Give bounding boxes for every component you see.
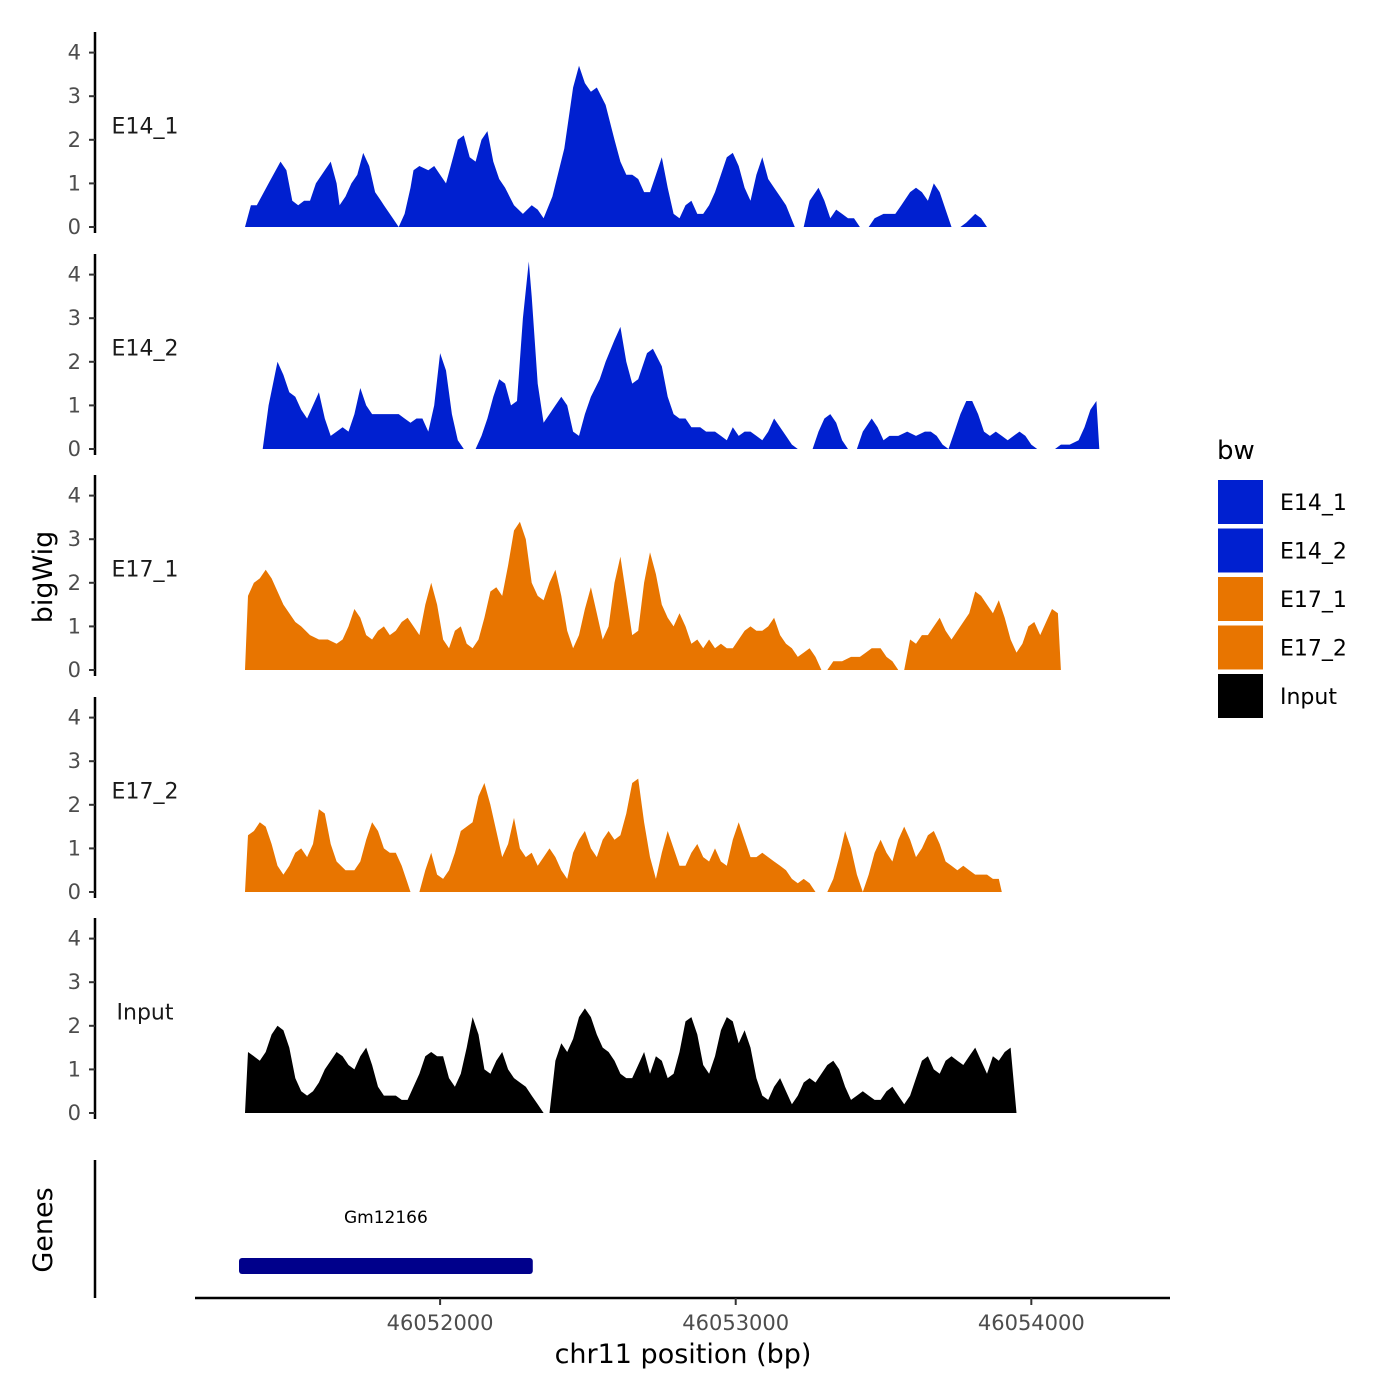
legend-swatch [1218, 625, 1263, 670]
track-E17_2: 0 1 2 3 4 E17_2 [68, 697, 1002, 904]
area-E17_1 [245, 521, 1061, 670]
track-label: E14_1 [112, 114, 179, 139]
y-tick-label: 4 [68, 484, 81, 508]
y-tick-label: 1 [68, 614, 81, 638]
x-axis-title: chr11 position (bp) [555, 1339, 812, 1370]
legend-label: E14_1 [1280, 491, 1347, 516]
y-tick-label: 0 [68, 437, 81, 461]
y-tick-label: 0 [68, 658, 81, 682]
area-E14_1 [245, 65, 987, 227]
legend-swatch [1218, 528, 1263, 573]
y-tick-label: 0 [68, 880, 81, 904]
y-tick-label: 4 [68, 927, 81, 951]
legend-title: bw [1217, 436, 1255, 466]
track-Input: 0 1 2 3 4 Input [68, 918, 1017, 1125]
legend: bw E14_1 E14_2 E17_1 E17_2 Input [1217, 436, 1347, 718]
area-Input [245, 1008, 1017, 1113]
track-E14_1: 0 1 2 3 4 E14_1 [68, 32, 987, 239]
y-tick-label: 2 [68, 128, 81, 152]
area-E17_2 [245, 778, 1002, 892]
legend-label: Input [1280, 685, 1337, 710]
legend-label: E14_2 [1280, 540, 1347, 565]
y-tick-label: 4 [68, 706, 81, 730]
x-tick-label: 46054000 [978, 1311, 1085, 1335]
y-tick-label: 2 [68, 1014, 81, 1038]
y-tick-label: 2 [68, 350, 81, 374]
x-tick-label: 46053000 [682, 1311, 789, 1335]
track-label: E14_2 [112, 336, 179, 361]
legend-swatch [1218, 674, 1263, 718]
track-label: Input [117, 1000, 174, 1025]
x-axis: 46052000 46053000 46054000 [195, 1296, 1170, 1335]
y-tick-label: 1 [68, 393, 81, 417]
y-tick-label: 3 [68, 527, 81, 551]
track-label: E17_2 [112, 779, 179, 804]
legend-label: E17_1 [1280, 588, 1347, 613]
track-label: E17_1 [112, 557, 179, 582]
bigwig-tracks: 0 1 2 3 4 E14_1 0 1 2 3 4 E14_2 0 1 2 3 4 E17_1 0 1 2 3 4 E17_2… [68, 32, 1100, 1125]
y-tick-label: 1 [68, 171, 81, 195]
legend-swatch [1218, 577, 1263, 621]
y-tick-label: 0 [68, 1101, 81, 1125]
genes-track: Gm12166 [93, 1160, 533, 1298]
y-axis-title: bigWig [28, 531, 59, 624]
legend-swatch [1218, 480, 1263, 524]
area-E14_2 [262, 261, 1100, 449]
y-tick-label: 3 [68, 970, 81, 994]
y-tick-label: 4 [68, 41, 81, 65]
y-tick-label: 1 [68, 836, 81, 860]
y-tick-label: 3 [68, 749, 81, 773]
legend-label: E17_2 [1280, 637, 1347, 662]
y-tick-label: 3 [68, 84, 81, 108]
genes-axis-title: Genes [28, 1187, 59, 1272]
track-E17_1: 0 1 2 3 4 E17_1 [68, 475, 1061, 682]
x-tick-label: 46052000 [387, 1311, 494, 1335]
y-tick-label: 3 [68, 306, 81, 330]
y-tick-label: 0 [68, 215, 81, 239]
y-tick-label: 4 [68, 263, 81, 287]
track-E14_2: 0 1 2 3 4 E14_2 [68, 254, 1100, 461]
y-tick-label: 2 [68, 571, 81, 595]
gene-label: Gm12166 [344, 1208, 428, 1228]
y-tick-label: 2 [68, 793, 81, 817]
y-tick-label: 1 [68, 1057, 81, 1081]
gene-bar [239, 1258, 533, 1274]
